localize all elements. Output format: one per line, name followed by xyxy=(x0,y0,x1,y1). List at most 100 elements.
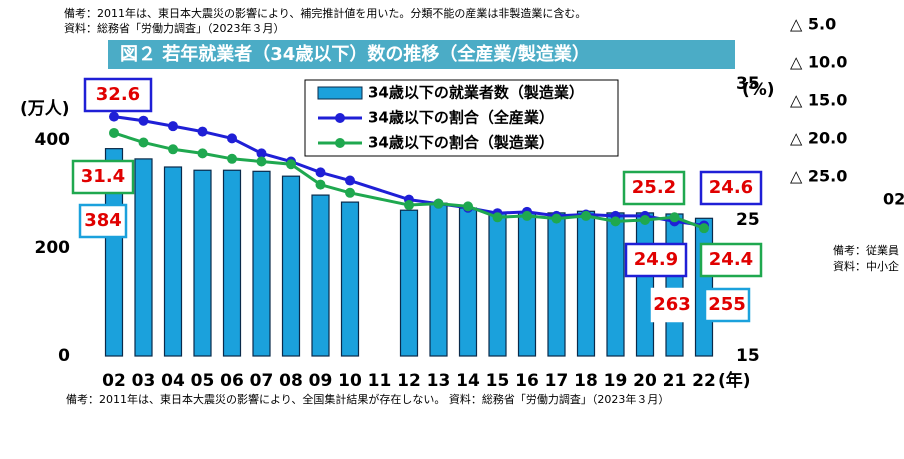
marker xyxy=(315,167,326,178)
x-tick-label: 18 xyxy=(574,371,598,391)
legend-marker xyxy=(335,113,345,123)
label-box xyxy=(699,242,763,278)
marker xyxy=(168,144,178,155)
x-tick-label: 16 xyxy=(515,371,539,391)
marker xyxy=(463,201,473,212)
label-box xyxy=(78,203,128,239)
y2-tick-label: 15 xyxy=(736,346,760,366)
data-label: 24.6 xyxy=(709,177,753,198)
data-label: 32.6 xyxy=(96,84,140,105)
bar xyxy=(340,201,360,357)
marker xyxy=(197,148,208,159)
data-label: 31.4 xyxy=(81,166,125,187)
data-label: 24.4 xyxy=(709,249,753,270)
data-label: 384 xyxy=(84,210,122,231)
data-label: 24.9 xyxy=(634,249,678,270)
x-tick-label: 06 xyxy=(220,371,244,391)
marker xyxy=(227,153,237,164)
marker xyxy=(640,215,650,225)
bar xyxy=(134,158,153,357)
marker xyxy=(109,127,119,138)
x-axis-label: (年) xyxy=(718,370,751,391)
x-tick-label: 17 xyxy=(545,371,569,391)
marker xyxy=(433,198,444,209)
legend-swatch xyxy=(317,86,363,100)
marker xyxy=(109,111,119,122)
bar xyxy=(488,212,507,357)
legend-label: 34歳以下の割合（全産業） xyxy=(368,109,554,127)
x-tick-label: 13 xyxy=(427,371,451,391)
bar xyxy=(635,212,655,357)
bar xyxy=(193,169,212,357)
title-banner xyxy=(108,40,735,69)
y-axis-label: (万人) xyxy=(20,99,70,119)
x-tick-label: 22 xyxy=(692,371,716,391)
bar xyxy=(399,209,419,357)
marker xyxy=(315,179,326,190)
x-tick-label: 12 xyxy=(397,371,421,391)
side-fragment: △ 25.0 xyxy=(790,167,847,186)
x-tick-label: 19 xyxy=(604,371,628,391)
data-label: 25.2 xyxy=(632,177,676,198)
x-tick-label: 10 xyxy=(338,371,362,391)
marker xyxy=(669,212,680,223)
side-fragment: 備考：従業員 xyxy=(833,244,899,257)
x-tick-label: 08 xyxy=(279,371,303,391)
side-fragment: △ 5.0 xyxy=(790,15,836,34)
source-top: 資料：総務省「労働力調査」（2023年３月） xyxy=(64,21,285,35)
marker xyxy=(404,200,414,211)
marker xyxy=(345,187,355,198)
y2-axis-label: (%) xyxy=(742,80,775,100)
marker xyxy=(522,210,532,221)
y-tick-label: 0 xyxy=(58,346,70,366)
x-tick-label: 14 xyxy=(456,371,480,391)
side-fragment: △ 10.0 xyxy=(790,53,847,72)
bar xyxy=(104,148,124,357)
y-tick-label: 400 xyxy=(35,130,71,150)
label-box xyxy=(83,77,153,113)
label-box xyxy=(622,170,686,206)
marker xyxy=(345,175,355,186)
bar xyxy=(606,212,625,357)
x-tick-label: 05 xyxy=(191,371,215,391)
line-bridge xyxy=(349,179,410,202)
label-box xyxy=(703,287,751,323)
legend-marker xyxy=(335,138,345,148)
note-top: 備考：2011年は、東日本大震災の影響により、補完推計値を用いた。分類不能の産業… xyxy=(64,6,586,20)
marker xyxy=(168,121,178,132)
bar xyxy=(576,210,596,357)
bar xyxy=(252,170,271,357)
x-tick-label: 11 xyxy=(368,371,392,391)
line-bridge xyxy=(349,191,410,207)
bar xyxy=(458,207,478,357)
marker xyxy=(138,137,149,148)
bar xyxy=(429,202,448,357)
x-tick-label: 20 xyxy=(633,371,657,391)
bar xyxy=(163,166,183,357)
marker xyxy=(138,115,149,126)
label-box xyxy=(699,170,763,206)
y-tick-label: 200 xyxy=(35,238,71,258)
bar xyxy=(694,217,714,357)
bar xyxy=(665,213,684,357)
marker xyxy=(256,156,267,167)
bar xyxy=(281,175,301,357)
y2-tick-label: 35 xyxy=(736,74,760,94)
x-tick-label: 04 xyxy=(161,371,185,391)
bar xyxy=(311,194,330,357)
x-tick-label: 02 xyxy=(102,371,126,391)
x-tick-label: 07 xyxy=(250,371,274,391)
label-box xyxy=(624,242,688,278)
label-box xyxy=(71,159,135,195)
bar xyxy=(517,212,537,357)
x-tick-label: 03 xyxy=(132,371,156,391)
marker xyxy=(699,223,709,234)
data-label: 255 xyxy=(708,294,746,315)
side-fragment: △ 15.0 xyxy=(790,91,847,110)
x-tick-label: 21 xyxy=(663,371,687,391)
marker xyxy=(610,216,621,227)
marker xyxy=(256,148,267,159)
legend-label: 34歳以下の割合（製造業） xyxy=(368,134,554,152)
bar xyxy=(222,169,242,357)
y2-tick-label: 25 xyxy=(736,210,760,230)
